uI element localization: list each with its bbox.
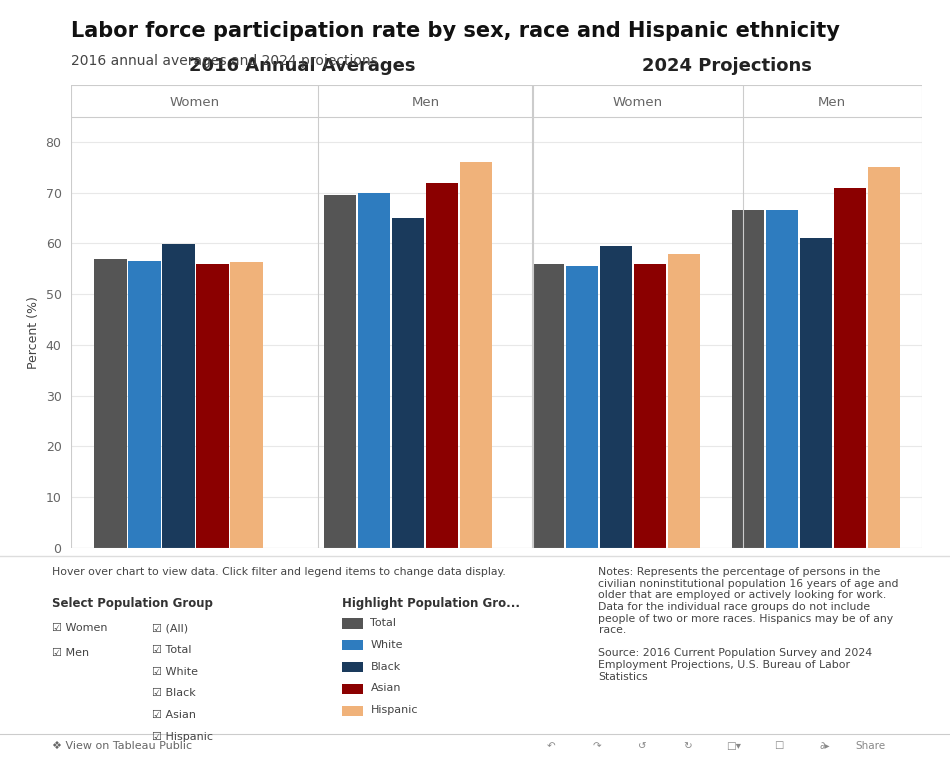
- Text: 2016 Annual Averages: 2016 Annual Averages: [189, 57, 415, 75]
- Bar: [566, 267, 598, 548]
- Bar: [128, 261, 161, 548]
- Text: Black: Black: [370, 662, 401, 671]
- Text: Asian: Asian: [370, 684, 401, 693]
- Bar: [162, 245, 195, 548]
- Y-axis label: Percent (%): Percent (%): [27, 296, 40, 368]
- Bar: [391, 218, 424, 548]
- Text: ↺: ↺: [637, 741, 647, 751]
- Text: Share: Share: [855, 741, 885, 751]
- Bar: [532, 263, 564, 548]
- Bar: [460, 162, 492, 548]
- Text: 2024 Projections: 2024 Projections: [642, 57, 812, 75]
- Bar: [668, 253, 700, 548]
- Text: Highlight Population Gro...: Highlight Population Gro...: [342, 597, 520, 610]
- Bar: [426, 183, 458, 548]
- Text: ↶: ↶: [546, 741, 556, 751]
- Bar: [800, 239, 832, 548]
- Text: □▾: □▾: [726, 741, 741, 751]
- Text: ❖ View on Tableau Public: ❖ View on Tableau Public: [52, 741, 192, 751]
- Bar: [868, 167, 901, 548]
- Bar: [766, 211, 798, 548]
- Bar: [197, 263, 229, 548]
- Text: ☑ Black: ☑ Black: [152, 688, 196, 699]
- Text: Hispanic: Hispanic: [370, 706, 418, 715]
- Text: Men: Men: [818, 96, 846, 109]
- Text: Men: Men: [411, 96, 440, 109]
- Text: ↻: ↻: [683, 741, 693, 751]
- Bar: [732, 211, 764, 548]
- Text: Select Population Group: Select Population Group: [52, 597, 213, 610]
- Text: ☑ White: ☑ White: [152, 667, 198, 677]
- Text: Total: Total: [370, 618, 396, 628]
- Text: Women: Women: [169, 96, 219, 109]
- Text: ☑ Men: ☑ Men: [52, 648, 89, 658]
- Bar: [94, 259, 126, 548]
- Text: Women: Women: [613, 96, 663, 109]
- Text: ☑ Asian: ☑ Asian: [152, 710, 196, 720]
- Text: ∂▸: ∂▸: [819, 741, 830, 751]
- Text: White: White: [370, 640, 403, 650]
- Text: Notes: Represents the percentage of persons in the
civilian noninstitutional pop: Notes: Represents the percentage of pers…: [598, 567, 899, 681]
- Bar: [230, 262, 262, 548]
- Text: 2016 annual averages and 2024 projections: 2016 annual averages and 2024 projection…: [71, 54, 378, 68]
- Text: Labor force participation rate by sex, race and Hispanic ethnicity: Labor force participation rate by sex, r…: [71, 21, 840, 41]
- Bar: [834, 187, 866, 548]
- Bar: [600, 246, 633, 548]
- Bar: [324, 195, 356, 548]
- Text: Hover over chart to view data. Click filter and legend items to change data disp: Hover over chart to view data. Click fil…: [52, 567, 506, 577]
- Text: ☑ Hispanic: ☑ Hispanic: [152, 732, 213, 742]
- Text: ↷: ↷: [592, 741, 601, 751]
- Text: ☑ Total: ☑ Total: [152, 645, 192, 655]
- Text: ☐: ☐: [774, 741, 784, 751]
- Text: ☑ (All): ☑ (All): [152, 623, 188, 633]
- Text: ☑ Women: ☑ Women: [52, 623, 107, 633]
- Bar: [358, 193, 390, 548]
- Bar: [634, 263, 667, 548]
